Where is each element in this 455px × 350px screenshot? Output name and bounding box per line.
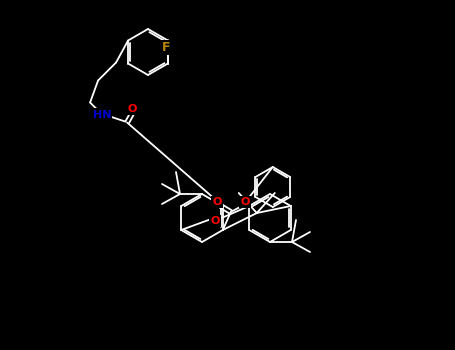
Text: F: F bbox=[162, 41, 170, 54]
Text: O: O bbox=[127, 104, 137, 113]
Text: O: O bbox=[211, 216, 220, 226]
Text: O: O bbox=[212, 197, 222, 207]
Text: O: O bbox=[240, 197, 249, 207]
Text: HN: HN bbox=[93, 110, 111, 119]
